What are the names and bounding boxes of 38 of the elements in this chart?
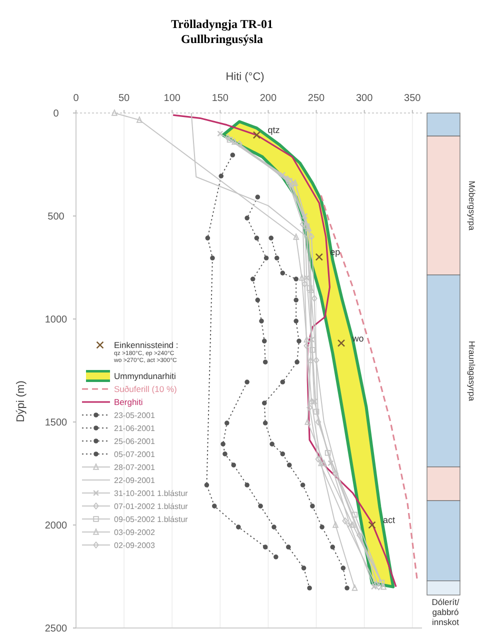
legend-label: 05-07-2001 — [114, 450, 156, 459]
legend-label: 21-06-2001 — [114, 424, 156, 433]
legend-label: 07-01-2002 1.blástur — [114, 502, 188, 511]
x-tick-label: 100 — [164, 93, 181, 104]
chart-subtitle: Gullbringusýsla — [180, 32, 264, 46]
legend-label: 09-05-2002 1.blástur — [114, 514, 188, 524]
legend-label: 02-09-2003 — [114, 540, 156, 550]
x-tick-label: 350 — [404, 93, 422, 104]
legend-label: 23-05-2001 — [114, 410, 156, 420]
annotation: qtz — [268, 125, 280, 136]
legend-label: 31-10-2001 1.blástur — [114, 488, 188, 498]
y-tick-label: 2000 — [44, 520, 68, 532]
x-tick-label: 0 — [73, 93, 80, 104]
legend-label: 28-07-2001 — [114, 462, 156, 472]
x-tick-label: 50 — [118, 93, 130, 104]
legend-label: 22-09-2001 — [114, 476, 156, 485]
text: Móbergsyrpa — [467, 180, 477, 231]
y-axis-title: Dýpi (m) — [15, 380, 27, 422]
text: Dólerít/ gabbró innskot — [432, 597, 460, 628]
x-tick-label: 300 — [356, 93, 374, 104]
x-axis-title: Hiti (°C) — [226, 71, 264, 83]
text: Hraunlagasyrpa — [467, 340, 477, 402]
y-tick-label: 1500 — [44, 418, 68, 428]
x-tick-label: 250 — [308, 93, 326, 104]
y-tick-label: 0 — [53, 108, 60, 120]
x-tick-label: 150 — [212, 93, 229, 104]
chart-title: Trölladyngja TR-01 — [171, 17, 273, 31]
x-tick-label: 200 — [260, 93, 277, 104]
legend-label: Ummyndunarhiti — [114, 370, 176, 381]
annotation: act — [383, 515, 396, 526]
legend-label: Berghiti — [114, 396, 143, 407]
y-tick-label: 500 — [48, 212, 65, 222]
y-tick-label: 1000 — [44, 314, 68, 326]
legend-label: Einkennissteind : — [114, 340, 178, 350]
legend-label: 25-06-2001 — [114, 436, 156, 446]
legend-label: Suðuferill (10 %) — [114, 384, 177, 394]
y-tick-label: 2500 — [44, 624, 68, 634]
legend-label: 03-09-2002 — [114, 528, 156, 537]
